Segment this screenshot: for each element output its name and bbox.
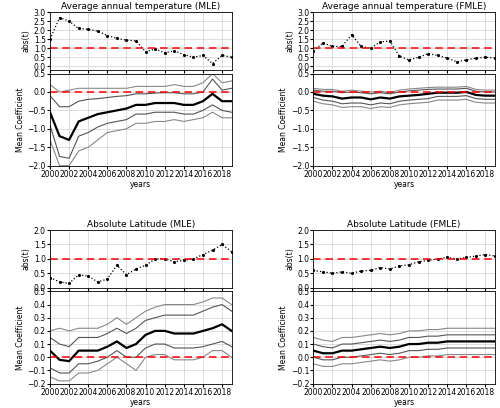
X-axis label: years: years: [130, 398, 152, 407]
X-axis label: years: years: [394, 398, 414, 407]
Title: Average annual temperature (FMLE): Average annual temperature (FMLE): [322, 2, 486, 11]
Y-axis label: Mean Coefficient: Mean Coefficient: [16, 305, 24, 370]
Title: Absolute Latitude (MLE): Absolute Latitude (MLE): [86, 220, 195, 229]
Y-axis label: abs(t): abs(t): [22, 248, 31, 270]
Y-axis label: Mean Coefficient: Mean Coefficient: [279, 87, 288, 152]
X-axis label: years: years: [394, 180, 414, 189]
Y-axis label: abs(t): abs(t): [286, 30, 294, 52]
Y-axis label: Mean Coefficient: Mean Coefficient: [16, 87, 24, 152]
X-axis label: years: years: [130, 180, 152, 189]
Y-axis label: abs(t): abs(t): [22, 30, 31, 52]
Title: Absolute Latitude (FMLE): Absolute Latitude (FMLE): [348, 220, 461, 229]
Y-axis label: Mean Coefficient: Mean Coefficient: [279, 305, 288, 370]
Y-axis label: abs(t): abs(t): [286, 248, 294, 270]
Title: Average annual temperature (MLE): Average annual temperature (MLE): [61, 2, 220, 11]
